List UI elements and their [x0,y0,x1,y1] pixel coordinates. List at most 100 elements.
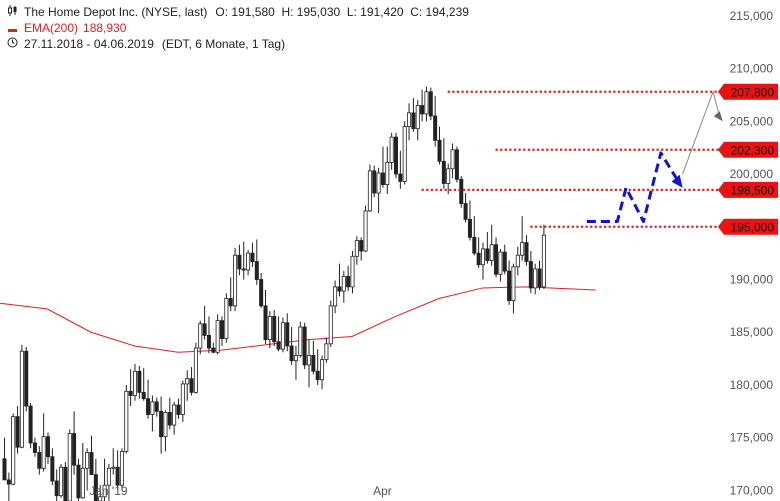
candle [154,397,159,417]
candle-body [524,242,529,262]
candle-body [272,316,277,343]
candle-body [380,172,385,185]
candle [467,200,472,241]
candle-body [354,240,359,257]
candle [50,448,55,486]
level-label-bg [718,218,778,235]
candle-body [46,436,51,458]
candle [494,237,499,278]
candle [115,450,120,490]
candle-body [128,390,133,396]
candle-body [511,266,516,301]
candle-body [441,160,446,184]
candle [6,472,11,501]
candle [411,98,416,132]
projection-layer [586,90,723,223]
candle [324,337,329,363]
candle [228,277,233,312]
projection-path [586,151,680,223]
candle [132,363,137,401]
candle-body [411,112,416,130]
candle [528,251,533,294]
candle [306,339,311,388]
candle-body [267,316,272,341]
legend-range-detail: (EDT, 6 Monate, 1 Tag) [161,37,286,51]
candle-body [102,484,107,498]
candle [485,232,490,264]
candle-body [63,466,68,501]
candle-body [367,170,372,212]
candle [24,347,29,412]
candle [167,397,172,430]
candle-body [246,252,251,271]
candle-body [302,326,307,366]
candle [520,216,525,261]
candle [346,265,351,292]
candle [15,406,20,454]
candle-body [376,172,381,194]
candle-body [276,341,281,350]
candle-body [428,91,433,117]
levels-layer: 207,800 202,300 198,500 195,000 [421,83,778,235]
candle-body [202,323,207,336]
candle [202,305,207,340]
candle-body [537,268,542,288]
candle-body [315,370,320,381]
candle [163,410,168,452]
ema-200-line [0,286,596,353]
candle [524,235,529,266]
candle-body [346,275,351,288]
legend-instrument-row: The Home Depot Inc. (NYSE, last) O: 191,… [6,4,469,20]
candle-body [111,466,116,469]
clock-icon [6,36,18,52]
candle-body [2,458,7,481]
candle [41,413,46,472]
grey-arrow-line [682,90,721,175]
candle [254,239,259,285]
candle [428,87,433,121]
legend-range: 27.11.2018 - 04.06.2019 [24,37,154,51]
grey-arrowhead [713,111,723,122]
candle [176,398,181,419]
candle [367,164,372,213]
level-label: 195,000 [731,220,775,234]
candle-body [306,355,311,366]
candle-body [159,410,164,438]
candle [72,411,77,475]
candle [59,464,64,498]
candle [185,370,190,401]
candle [480,242,485,280]
level-label-bg [718,83,778,100]
y-tick-label: 170,000 [730,483,774,497]
candle-body [372,170,377,194]
candle-body [24,350,29,407]
ema-line-icon [6,20,18,36]
candle [189,367,194,396]
candle-body [50,456,55,482]
candle [415,100,420,141]
candle [511,263,516,314]
candle [89,435,94,476]
candle-body [167,412,172,426]
candle [459,176,464,208]
candle-body [19,350,24,448]
candle-body [28,405,33,444]
candle [128,369,133,407]
candle [280,317,285,353]
candle [328,300,333,348]
candles-layer [2,86,546,501]
candle [2,437,7,481]
candle-body [350,255,355,288]
x-tick-label: Apr [373,484,392,498]
candle-body [150,401,155,415]
candle-body [320,359,325,381]
candle [32,437,37,457]
candle-body [172,404,177,426]
candle-body [6,479,11,485]
candle-body [446,168,451,184]
level-label: 202,300 [731,143,775,157]
candle-body [402,126,407,182]
candle-body [259,279,264,307]
y-tick-label: 180,000 [730,378,774,392]
